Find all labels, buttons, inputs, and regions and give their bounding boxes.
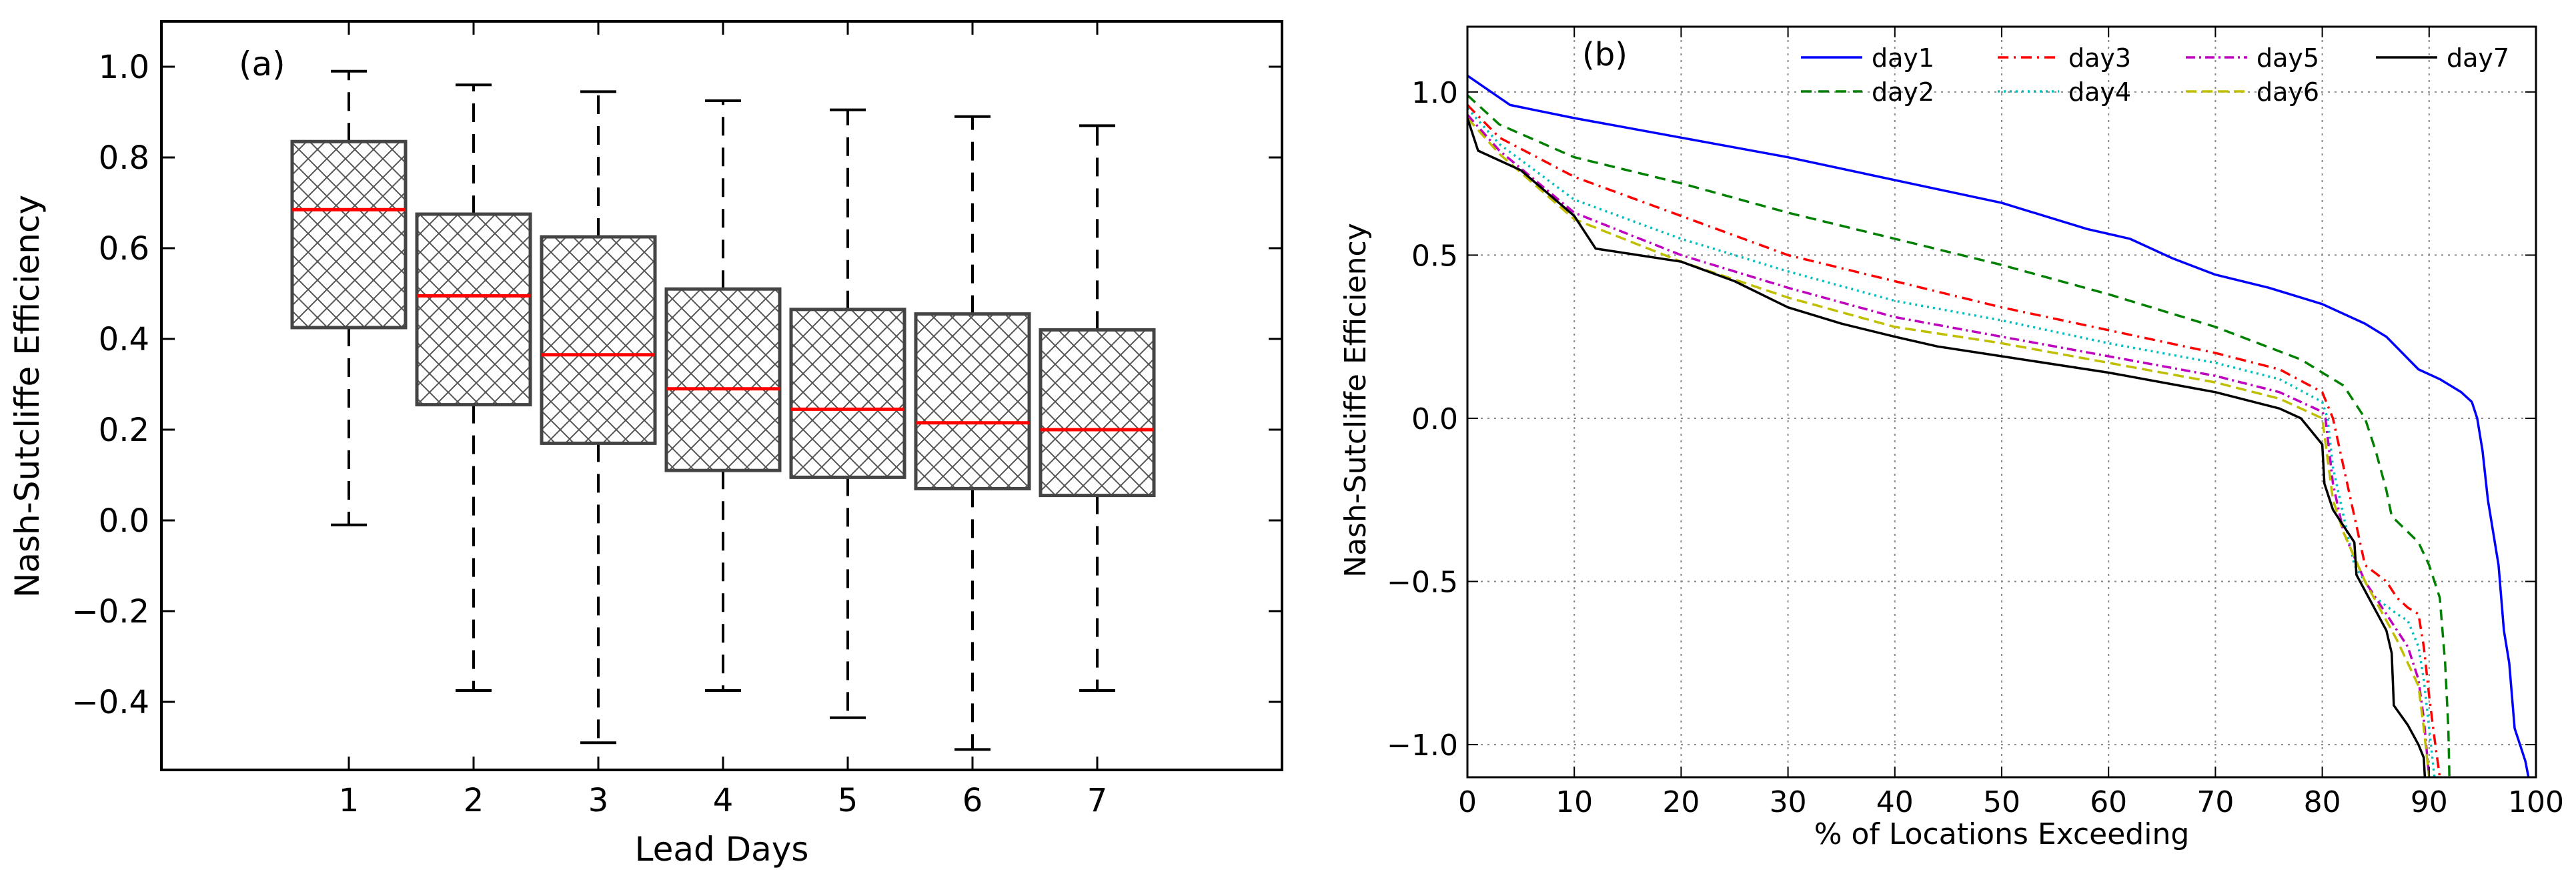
x-tick-label: 5 [838, 782, 858, 819]
x-tick-label: 80 [2304, 785, 2341, 819]
x-tick-label: 10 [1555, 785, 1593, 819]
panel-b-label: (b) [1582, 36, 1628, 73]
box-iqr [914, 312, 1031, 490]
x-tick-label: 20 [1662, 785, 1700, 819]
y-tick-label: −0.2 [71, 593, 149, 630]
box-day-1 [290, 69, 408, 526]
y-tick-label: 0.4 [99, 321, 149, 358]
y-tick-label: −1.0 [1387, 729, 1458, 763]
legend-label-day1: day1 [1872, 43, 1934, 73]
legend-label-day6: day6 [2257, 77, 2319, 107]
y-tick-label: 0.0 [99, 502, 149, 540]
box-day-3 [540, 90, 657, 745]
x-tick-label: 70 [2196, 785, 2234, 819]
box-iqr [290, 139, 408, 330]
panel-b-ylabel: Nash-Sutcliffe Efficiency [1339, 223, 1373, 578]
legend-label-day2: day2 [1872, 77, 1934, 107]
box-iqr [789, 308, 906, 479]
series-line-day2 [1467, 94, 2451, 777]
x-tick-label: 2 [464, 782, 484, 819]
y-tick-label: 0.8 [99, 139, 149, 177]
box-iqr [664, 287, 782, 472]
series-line-day7 [1467, 117, 2427, 777]
box-day-7 [1039, 124, 1156, 692]
x-tick-label: 100 [2508, 785, 2564, 819]
legend-label-day7: day7 [2447, 43, 2509, 73]
panel-b-legend: day1 day2 day3 day4 day5 day6 day7 [1801, 43, 2509, 107]
box-day-6 [914, 115, 1031, 751]
panel-b-xlabel: % of Locations Exceeding [1814, 817, 2190, 851]
y-tick-label: 1.0 [99, 49, 149, 86]
x-tick-label: 7 [1087, 782, 1108, 819]
x-tick-label: 60 [2090, 785, 2127, 819]
legend-label-day4: day4 [2068, 77, 2131, 107]
panel-a-ylabel: Nash-Sutcliffe Efficiency [8, 195, 47, 598]
x-tick-label: 40 [1876, 785, 1914, 819]
panel-a-frame [160, 20, 1283, 771]
box-iqr [1039, 328, 1156, 498]
box-day-5 [789, 108, 906, 719]
series-line-day3 [1467, 104, 2441, 777]
box-day-4 [664, 99, 782, 692]
x-tick-label: 50 [1983, 785, 2020, 819]
panel-a-boxplot: 1.0 0.8 0.6 0.4 0.2 0.0 −0.2 −0.4 1 2 3 4 5 6 7 (a) Le… [8, 20, 1283, 869]
y-tick-label: 0.2 [99, 412, 149, 449]
series-line-day4 [1467, 107, 2436, 777]
box-day-2 [415, 83, 532, 692]
y-tick-label: −0.5 [1387, 566, 1458, 600]
x-tick-label: 4 [713, 782, 734, 819]
x-tick-label: 30 [1770, 785, 1807, 819]
x-tick-label: 3 [588, 782, 609, 819]
series-line-day5 [1467, 113, 2431, 777]
box-iqr [540, 235, 657, 445]
box-iqr [415, 212, 532, 407]
legend-label-day3: day3 [2068, 43, 2131, 73]
panel-a-xlabel: Lead Days [635, 830, 809, 869]
series-line-day6 [1467, 117, 2431, 777]
y-tick-label: −0.4 [71, 684, 149, 721]
y-tick-label: 0.5 [1411, 239, 1458, 273]
y-tick-label: 0.0 [1411, 402, 1458, 436]
x-tick-label: 90 [2411, 785, 2448, 819]
y-tick-label: 1.0 [1411, 76, 1458, 110]
legend-label-day5: day5 [2257, 43, 2319, 73]
y-tick-label: 0.6 [99, 230, 149, 268]
panel-a-label: (a) [239, 45, 285, 83]
series-line-day1 [1467, 74, 2530, 777]
x-tick-label: 0 [1458, 785, 1477, 819]
x-tick-label: 1 [339, 782, 360, 819]
x-tick-label: 6 [962, 782, 983, 819]
panel-b-line-chart: 0 10 20 30 40 50 60 70 80 90 1001.00.50.0−0.5−1.0 … [1339, 25, 2564, 851]
